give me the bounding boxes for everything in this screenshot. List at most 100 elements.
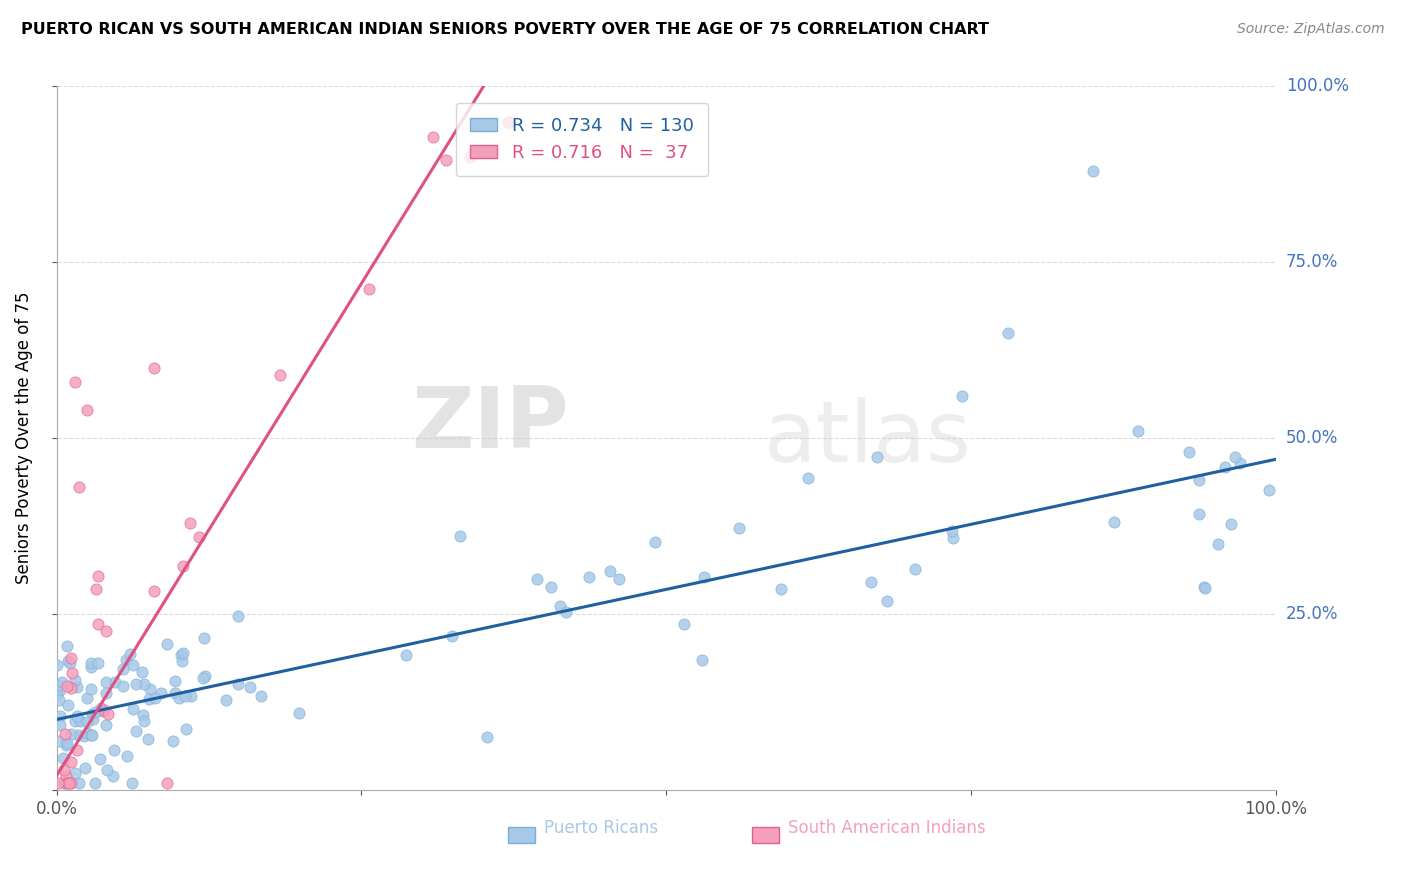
Point (156, 776, 179, 790)
Point (87, 616, 110, 631)
Point (73, 730, 96, 744)
Point (79, 660, 101, 674)
Point (65, 766, 87, 780)
Point (66, 742, 89, 756)
Point (56, 679, 79, 693)
Point (673, 617, 696, 632)
Point (115, 653, 138, 667)
Point (1206, 536, 1229, 550)
Point (58, 698, 80, 712)
Point (86, 582, 108, 596)
Point (172, 654, 194, 668)
Point (118, 647, 141, 661)
Point (1083, 164, 1105, 178)
Point (97, 706, 120, 721)
Point (103, 743, 125, 757)
Point (599, 564, 621, 578)
Point (215, 693, 238, 707)
Point (111, 679, 134, 693)
Point (48, 683, 70, 698)
Point (124, 724, 146, 739)
Point (941, 524, 963, 538)
Point (60, 681, 83, 696)
Point (1192, 581, 1215, 595)
Point (79, 656, 101, 670)
Point (174, 722, 197, 736)
Point (458, 150, 481, 164)
Point (60, 776, 83, 790)
Point (132, 714, 155, 729)
Point (49, 709, 72, 723)
Point (89, 751, 111, 765)
Point (58, 776, 80, 790)
Point (66, 709, 89, 723)
Point (769, 582, 792, 596)
Point (82, 712, 104, 726)
Point (1126, 424, 1149, 438)
Point (422, 130, 444, 145)
Point (449, 529, 471, 543)
Legend: R = 0.734   N = 130, R = 0.716   N =  37: R = 0.734 N = 130, R = 0.716 N = 37 (456, 103, 709, 177)
Point (997, 326, 1019, 340)
Y-axis label: Seniors Poverty Over the Age of 75: Seniors Poverty Over the Age of 75 (15, 292, 32, 584)
Point (357, 282, 380, 296)
Text: Puerto Ricans: Puerto Ricans (544, 820, 658, 838)
Point (904, 561, 927, 575)
Point (139, 681, 162, 696)
Point (53, 727, 76, 741)
Point (138, 692, 160, 706)
Point (60, 727, 83, 741)
Point (149, 686, 172, 700)
Point (90, 700, 112, 714)
Point (46, 658, 69, 673)
Point (796, 470, 818, 484)
Point (143, 583, 166, 598)
Point (82, 706, 104, 721)
Point (866, 450, 889, 464)
Point (942, 531, 965, 545)
Point (143, 691, 166, 706)
Point (1194, 581, 1216, 595)
Point (193, 671, 215, 685)
Point (46, 776, 69, 790)
Point (55, 769, 77, 783)
Point (115, 749, 138, 764)
Point (526, 572, 548, 586)
Point (76, 714, 98, 729)
FancyBboxPatch shape (752, 827, 779, 843)
Point (180, 689, 202, 703)
Point (73, 761, 96, 775)
Point (131, 665, 153, 679)
Point (498, 114, 520, 128)
Point (1225, 450, 1247, 464)
Point (173, 689, 195, 703)
Point (860, 574, 883, 589)
Point (194, 669, 217, 683)
Point (67, 776, 90, 790)
Point (172, 558, 194, 573)
Point (143, 360, 166, 375)
Point (477, 730, 499, 744)
Point (172, 646, 194, 660)
Point (76, 725, 98, 739)
Point (63, 375, 86, 389)
Point (90, 704, 112, 718)
Point (84, 705, 107, 719)
Point (87, 569, 110, 583)
Point (555, 605, 578, 619)
Point (728, 521, 751, 535)
Point (395, 648, 418, 662)
Text: 25.0%: 25.0% (1286, 605, 1339, 623)
Point (80, 681, 103, 696)
Point (239, 680, 262, 694)
Point (1102, 515, 1125, 529)
Point (96, 686, 118, 700)
Point (56, 654, 79, 668)
Point (125, 677, 148, 691)
Point (55, 739, 77, 753)
Text: 50.0%: 50.0% (1286, 429, 1339, 447)
Point (434, 153, 457, 167)
Point (69, 714, 91, 728)
Text: PUERTO RICAN VS SOUTH AMERICAN INDIAN SENIORS POVERTY OVER THE AGE OF 75 CORRELA: PUERTO RICAN VS SOUTH AMERICAN INDIAN SE… (21, 22, 988, 37)
Point (65, 681, 87, 695)
